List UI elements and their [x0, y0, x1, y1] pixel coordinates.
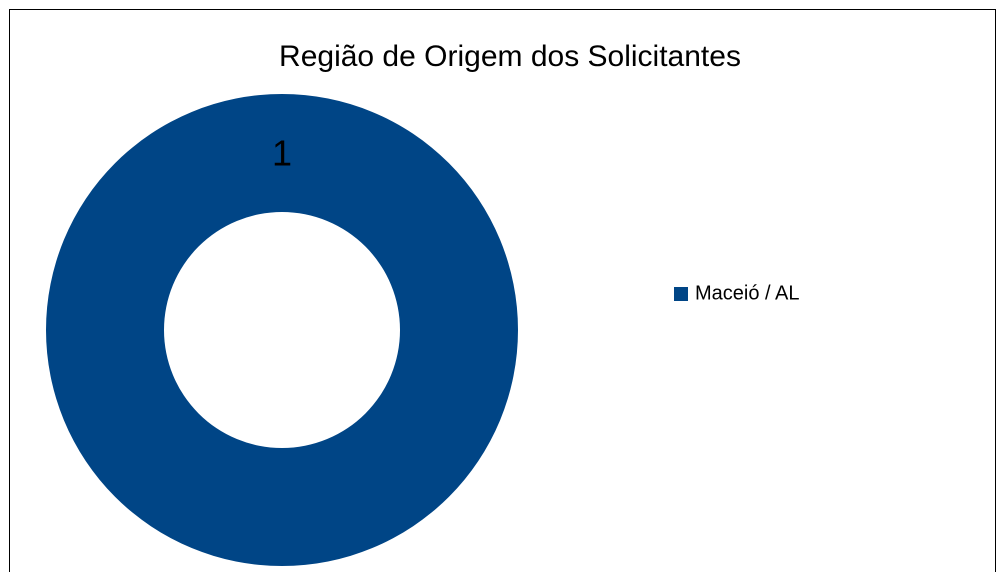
- legend-label: Maceió / AL: [695, 282, 800, 304]
- chart-title: Região de Origem dos Solicitantes: [279, 40, 741, 73]
- legend-swatch: [674, 287, 688, 301]
- doughnut-slice: [46, 94, 518, 566]
- data-label: 1: [272, 133, 292, 174]
